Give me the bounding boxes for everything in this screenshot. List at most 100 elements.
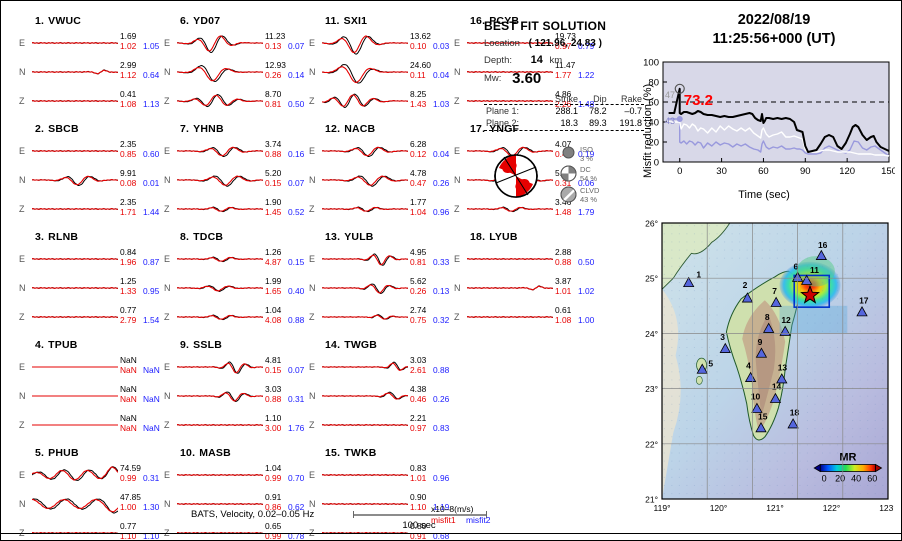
waveform-trace [322, 166, 408, 194]
amplitude-value: 3.03 [265, 384, 282, 394]
svg-text:26°: 26° [645, 219, 658, 229]
station-block: 18. LYUB E 2.88 0.88 0.50 N 3.87 1.01 1.02 Z 0.61 1.… [454, 231, 604, 332]
station-code: TPUB [48, 339, 78, 351]
component-label: Z [19, 96, 25, 106]
amplitude-value: 74.59 [120, 463, 141, 473]
station-number: 6. [180, 15, 190, 27]
waveform-trace [177, 245, 263, 273]
svg-text:4: 4 [746, 361, 751, 371]
station-header: 2. SBCB [35, 123, 169, 135]
plane-divider [484, 104, 644, 105]
table-header-row: Strike Dip Rake [484, 94, 644, 104]
misfit2-value: 0.04 [433, 149, 450, 159]
misfit1-value: 0.97 [555, 41, 572, 51]
amplitude-value: 12.93 [265, 60, 286, 70]
station-header: 3. RLNB [35, 231, 169, 243]
component-label: E [164, 146, 171, 156]
amplitude-value: 1.04 [265, 463, 282, 473]
waveform-trace [32, 166, 118, 194]
component-row: Z 8.25 1.43 1.03 [309, 87, 459, 116]
svg-text:60: 60 [648, 98, 659, 109]
misfit1-value: 1.45 [265, 207, 282, 217]
svg-text:1: 1 [696, 270, 701, 280]
col-rake: Rake [620, 94, 642, 104]
waveform-trace [467, 303, 553, 331]
station-code: MASB [199, 447, 231, 459]
amplitude-value: 11.23 [265, 31, 286, 41]
component-label: Z [309, 204, 315, 214]
svg-text:8: 8 [765, 312, 770, 322]
component-row: Z 1.77 1.04 0.96 [309, 195, 459, 224]
amplitude-value: 2.35 [120, 139, 137, 149]
svg-text:90: 90 [800, 166, 811, 177]
component-label: N [164, 283, 171, 293]
component-label: N [19, 499, 26, 509]
component-row: N 4.78 0.47 0.26 [309, 166, 459, 195]
amplitude-value: 0.84 [120, 247, 137, 257]
misfit2-value: 0.83 [433, 423, 450, 433]
misfit1-value: 4.08 [265, 315, 282, 325]
component-label: N [309, 499, 316, 509]
misfit2-value: 0.88 [288, 315, 305, 325]
misfit2-value: 0.06 [578, 178, 595, 188]
component-label: N [164, 499, 171, 509]
misfit2-value: 0.88 [433, 365, 450, 375]
misfit1-value: 1.02 [120, 41, 137, 51]
waveform-trace [322, 274, 408, 302]
iso-legend: ISO 3 % [580, 145, 593, 163]
amplitude-value: 13.62 [410, 31, 431, 41]
station-number: 10. [180, 447, 196, 459]
misfit1-value: 0.99 [265, 473, 282, 483]
waveform-trace [177, 166, 263, 194]
station-block: 9. SSLB E 4.81 0.15 0.07 N 3.03 0.88 0.31 Z 1.10 3.0… [164, 339, 314, 440]
component-row: E 1.04 0.99 0.70 [164, 461, 314, 490]
misfit1-value: NaN [120, 394, 137, 404]
amplitude-value: 2.35 [120, 197, 137, 207]
component-row: E 4.95 0.81 0.33 [309, 245, 459, 274]
station-block: 1. VWUC E 1.69 1.02 1.05 N 2.99 1.12 0.64 Z 0.41 1.0… [19, 15, 169, 116]
station-block: 3. RLNB E 0.84 1.96 0.87 N 1.25 1.33 0.95 Z 0.77 2.7… [19, 231, 169, 332]
misfit2-value: 1.10 [143, 531, 160, 541]
svg-text:14: 14 [772, 382, 782, 392]
component-label: Z [19, 204, 25, 214]
svg-text:20: 20 [648, 138, 659, 149]
svg-text:0: 0 [822, 474, 827, 484]
amplitude-value: 4.81 [265, 355, 282, 365]
depth-label: Depth: [484, 55, 512, 66]
amplitude-value: 1.90 [265, 197, 282, 207]
station-number: 15. [325, 447, 341, 459]
amplitude-value: 0.61 [555, 305, 572, 315]
svg-text:60: 60 [758, 166, 769, 177]
component-label: N [164, 391, 171, 401]
component-row: N 0.91 0.86 0.62 [164, 490, 314, 519]
misfit1-value: 1.08 [120, 99, 137, 109]
misfit2-value: 1.02 [578, 286, 595, 296]
misfit-reduction-chart: Misfit reduction (%) 0 20 40 60 80 100 0 30 60 90… [633, 56, 895, 208]
component-label: N [164, 175, 171, 185]
component-row: Z 0.41 1.08 1.13 [19, 87, 169, 116]
data-caption: BATS, Velocity, 0.02–0.05 Hz [191, 509, 315, 520]
misfit2-value: 0.31 [143, 473, 160, 483]
depth-value: 14 [530, 54, 543, 66]
svg-text:12: 12 [781, 315, 791, 325]
best-fit-solution-panel: BEST FIT SOLUTION Location ( 121.96, 24.… [484, 19, 644, 132]
waveform-trace [322, 382, 408, 410]
misfit1-value: 0.97 [410, 423, 427, 433]
amplitude-value: 5.62 [410, 276, 427, 286]
misfit1-value: 0.88 [555, 257, 572, 267]
component-row: N 12.93 0.26 0.14 [164, 58, 314, 87]
misfit1-value: 1.77 [555, 70, 572, 80]
amplitude-value: 4.38 [410, 384, 427, 394]
misfit1-value: 0.86 [265, 502, 282, 512]
misfit1-value: 0.15 [265, 365, 282, 375]
misfit2-value: 0.87 [143, 257, 160, 267]
waveform-trace [177, 519, 263, 540]
svg-text:24°: 24° [645, 329, 658, 339]
svg-text:40: 40 [648, 118, 659, 129]
waveform-trace [322, 137, 408, 165]
misfit2-value: 0.15 [288, 257, 305, 267]
misfit1-value: 0.99 [265, 531, 282, 541]
misfit1-value: 1.00 [120, 502, 137, 512]
amplitude-value: 8.70 [265, 89, 282, 99]
amplitude-value: 1.26 [265, 247, 282, 257]
